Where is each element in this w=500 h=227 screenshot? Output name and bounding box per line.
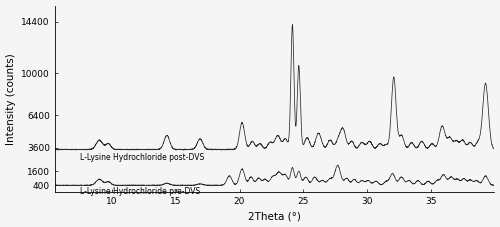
Text: L-Lysine Hydrochloride post-DVS: L-Lysine Hydrochloride post-DVS (80, 153, 204, 162)
X-axis label: 2Theta (°): 2Theta (°) (248, 211, 301, 222)
Text: L-Lysine Hydrochloride pre-DVS: L-Lysine Hydrochloride pre-DVS (80, 187, 200, 196)
Y-axis label: Intensity (counts): Intensity (counts) (6, 53, 16, 145)
